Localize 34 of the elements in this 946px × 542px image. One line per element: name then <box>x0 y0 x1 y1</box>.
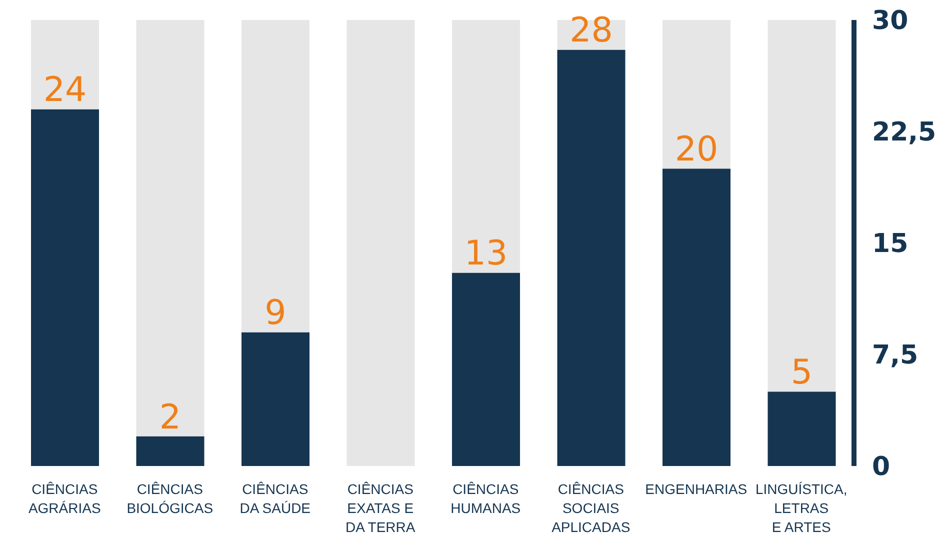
bar <box>242 20 310 332</box>
data-label: 24 <box>43 70 87 110</box>
x-tick-label: CIÊNCIAS HUMANAS <box>450 481 521 516</box>
bar <box>31 20 99 110</box>
x-tick-label: ENGENHARIAS <box>645 481 748 497</box>
bar <box>452 20 520 273</box>
x-tick-label: CIÊNCIAS AGRÁRIAS <box>28 481 101 516</box>
y-tick-label: 30 <box>872 6 908 36</box>
bar <box>662 20 730 169</box>
x-tick-label: CIÊNCIAS DA SAÚDE <box>240 481 311 516</box>
bar <box>31 109 99 466</box>
data-label: 13 <box>464 234 508 274</box>
x-tick-label: CIÊNCIAS BIOLÓGICAS <box>126 481 214 516</box>
x-tick-label: CIÊNCIAS SOCIAIS APLICADAS <box>552 481 630 535</box>
y-tick-label: 7,5 <box>872 340 918 371</box>
bar <box>768 392 836 466</box>
data-label: 28 <box>570 10 613 51</box>
data-label: 20 <box>674 130 718 170</box>
bar <box>768 20 836 392</box>
y-tick-label: 0 <box>872 452 890 482</box>
data-label: 5 <box>790 352 813 393</box>
bar <box>662 168 730 466</box>
bar <box>452 272 520 466</box>
bar <box>557 50 626 466</box>
bar <box>136 436 204 466</box>
y-tick-label: 22,5 <box>872 118 936 148</box>
bar <box>346 20 415 466</box>
y-tick-label: 15 <box>872 229 908 260</box>
data-label: 9 <box>264 293 286 334</box>
data-label: 2 <box>159 397 182 438</box>
bar <box>242 332 310 466</box>
bar <box>136 20 204 436</box>
x-tick-label: CIÊNCIAS EXATAS E DA TERRA <box>345 481 416 535</box>
x-tick-label: LINGUÍSTICA, LETRAS E ARTES <box>755 481 848 535</box>
